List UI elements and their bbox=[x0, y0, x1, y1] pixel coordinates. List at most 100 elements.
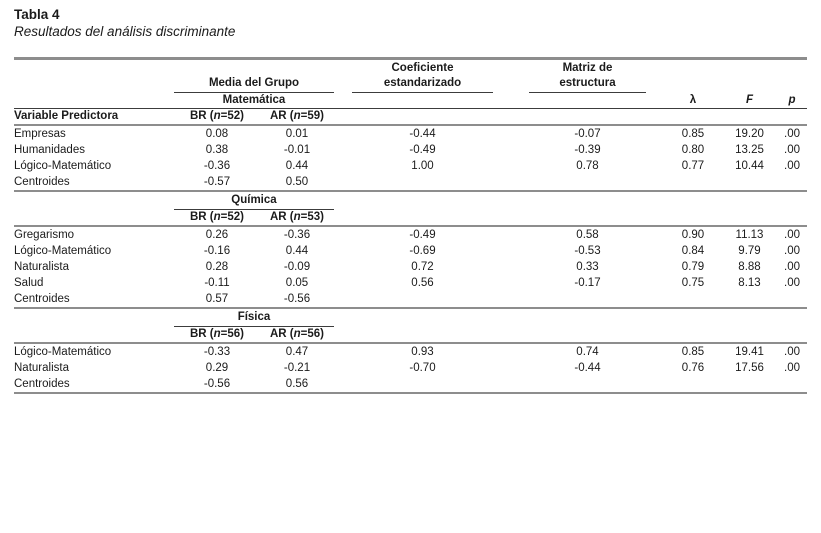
cell-lambda: 0.90 bbox=[681, 229, 705, 241]
cell-matriz bbox=[511, 376, 664, 394]
empty-cell bbox=[334, 93, 511, 109]
empty-cell bbox=[334, 210, 807, 227]
cell-coef: -0.69 bbox=[409, 245, 436, 257]
cell-label: Centroides bbox=[14, 376, 174, 394]
cell-matriz: 0.33 bbox=[576, 261, 599, 273]
cell-f bbox=[722, 376, 777, 394]
cell-coef: 0.93 bbox=[411, 346, 434, 358]
cell-coef: 1.00 bbox=[411, 160, 434, 172]
cell-f: 11.13 bbox=[735, 229, 764, 241]
cell-p bbox=[777, 376, 807, 394]
cell-p: .00 bbox=[784, 362, 800, 374]
table-row: Naturalista 0.29 -0.21 -0.70 -0.44 0.76 17.56.… bbox=[14, 360, 807, 376]
section-title-cell: Química bbox=[174, 191, 334, 210]
predictor-subheader-row: Variable Predictora BR (n=52) AR (n=59) bbox=[14, 108, 807, 126]
table-row: Centroides 0.57 -0.56 bbox=[14, 291, 807, 309]
table-row: Humanidades 0.38 -0.01 -0.49 -0.39 0.80 13.25.… bbox=[14, 142, 807, 158]
cell-coef: -0.70 bbox=[409, 362, 436, 374]
cell-lambda: 0.85 bbox=[681, 346, 705, 358]
cell-label: Lógico-Matemático bbox=[14, 160, 112, 172]
cell-f: 17.56 bbox=[735, 362, 764, 374]
cell-br: 0.29 bbox=[205, 362, 229, 374]
br-group-header: BR (n=52) bbox=[174, 210, 260, 227]
cell-ar: 0.56 bbox=[260, 376, 334, 394]
cell-p: .00 bbox=[784, 346, 800, 358]
cell-br: 0.57 bbox=[174, 291, 260, 309]
cell-lambda: 0.77 bbox=[681, 160, 705, 172]
cell-f: 19.20 bbox=[735, 128, 764, 140]
cell-coef: -0.49 bbox=[409, 229, 436, 241]
cell-br: -0.36 bbox=[203, 160, 231, 172]
table-row: Salud -0.11 0.05 0.56 -0.17 0.75 8.13 .00 bbox=[14, 275, 807, 291]
cell-ar: 0.05 bbox=[285, 277, 309, 289]
predictor-column-header: Variable Predictora bbox=[14, 108, 174, 126]
cell-ar: 0.44 bbox=[285, 245, 309, 257]
coeficiente-line1: Coeficiente bbox=[391, 62, 454, 74]
cell-br: -0.57 bbox=[174, 174, 260, 192]
cell-coef: -0.44 bbox=[409, 128, 436, 140]
empty-cell bbox=[511, 108, 664, 126]
cell-coef bbox=[334, 174, 511, 192]
cell-br: -0.16 bbox=[203, 245, 231, 257]
cell-f: 19.41 bbox=[735, 346, 764, 358]
cell-p bbox=[777, 291, 807, 309]
cell-lambda: 0.84 bbox=[681, 245, 705, 257]
ar-group-header: AR (n=56) bbox=[260, 327, 334, 344]
coeficiente-line2: estandarizado bbox=[383, 77, 462, 89]
cell-f: 8.88 bbox=[738, 261, 761, 273]
cell-matriz bbox=[511, 174, 664, 192]
matriz-line1: Matriz de bbox=[562, 62, 613, 74]
cell-matriz: 0.58 bbox=[576, 229, 599, 241]
table-row: Empresas 0.08 0.01 -0.44 -0.07 0.85 19.20 .00 bbox=[14, 125, 807, 142]
cell-label: Naturalista bbox=[14, 261, 69, 273]
table-row: Gregarismo 0.26 -0.36 -0.49 0.58 0.90 11.13 .00 bbox=[14, 226, 807, 243]
group-subheader-row: BR (n=52) AR (n=53) bbox=[14, 210, 807, 227]
cell-p bbox=[777, 174, 807, 192]
cell-ar: -0.36 bbox=[283, 229, 311, 241]
matriz-header: Matriz de estructura bbox=[511, 59, 664, 93]
media-del-grupo-label: Media del Grupo bbox=[174, 76, 334, 93]
cell-p: .00 bbox=[784, 128, 800, 140]
cell-coef bbox=[334, 291, 511, 309]
discriminant-analysis-table: Media del Grupo Coeficiente estandarizad… bbox=[14, 57, 807, 394]
table-row: Naturalista 0.28 -0.09 0.72 0.33 0.79 8.88 .00 bbox=[14, 259, 807, 275]
f-column-header: F bbox=[722, 93, 777, 109]
group-subheader-row: BR (n=56) AR (n=56) bbox=[14, 327, 807, 344]
cell-label: Lógico-Matemático bbox=[14, 346, 112, 358]
cell-lambda: 0.85 bbox=[681, 128, 705, 140]
cell-br: 0.08 bbox=[205, 128, 229, 140]
cell-matriz: -0.07 bbox=[574, 128, 601, 140]
section-title-row: Química bbox=[14, 191, 807, 210]
cell-f: 9.79 bbox=[738, 245, 761, 257]
section-title-matematica: Matemática bbox=[174, 93, 334, 109]
br-group-header: BR (n=52) bbox=[174, 108, 260, 126]
empty-cell bbox=[722, 108, 777, 126]
section-title: Física bbox=[174, 310, 334, 327]
cell-coef: 0.56 bbox=[411, 277, 434, 289]
cell-matriz: -0.17 bbox=[574, 277, 601, 289]
content-area: Tabla 4 Resultados del análisis discrimi… bbox=[14, 7, 807, 394]
cell-br: 0.38 bbox=[205, 144, 229, 156]
table-head: Media del Grupo Coeficiente estandarizad… bbox=[14, 59, 807, 126]
section-title-cell: Física bbox=[174, 308, 334, 327]
cell-p: .00 bbox=[784, 160, 800, 172]
cell-matriz bbox=[511, 291, 664, 309]
empty-cell bbox=[777, 59, 807, 94]
cell-label: Humanidades bbox=[14, 144, 85, 156]
cell-ar: 0.50 bbox=[260, 174, 334, 192]
cell-label: Empresas bbox=[14, 128, 66, 140]
empty-cell bbox=[14, 210, 174, 227]
cell-lambda bbox=[664, 376, 722, 394]
empty-cell bbox=[511, 93, 664, 109]
br-group-header: BR (n=56) bbox=[174, 327, 260, 344]
matriz-line2: estructura bbox=[559, 77, 616, 89]
cell-br: -0.33 bbox=[203, 346, 231, 358]
table-row: Lógico-Matemático -0.36 0.44 1.00 0.78 0.77 10… bbox=[14, 158, 807, 174]
empty-cell bbox=[334, 108, 511, 126]
empty-cell bbox=[14, 93, 174, 109]
cell-matriz: 0.74 bbox=[576, 346, 599, 358]
empty-cell bbox=[14, 191, 174, 210]
cell-p: .00 bbox=[784, 261, 800, 273]
cell-label: Centroides bbox=[14, 291, 174, 309]
